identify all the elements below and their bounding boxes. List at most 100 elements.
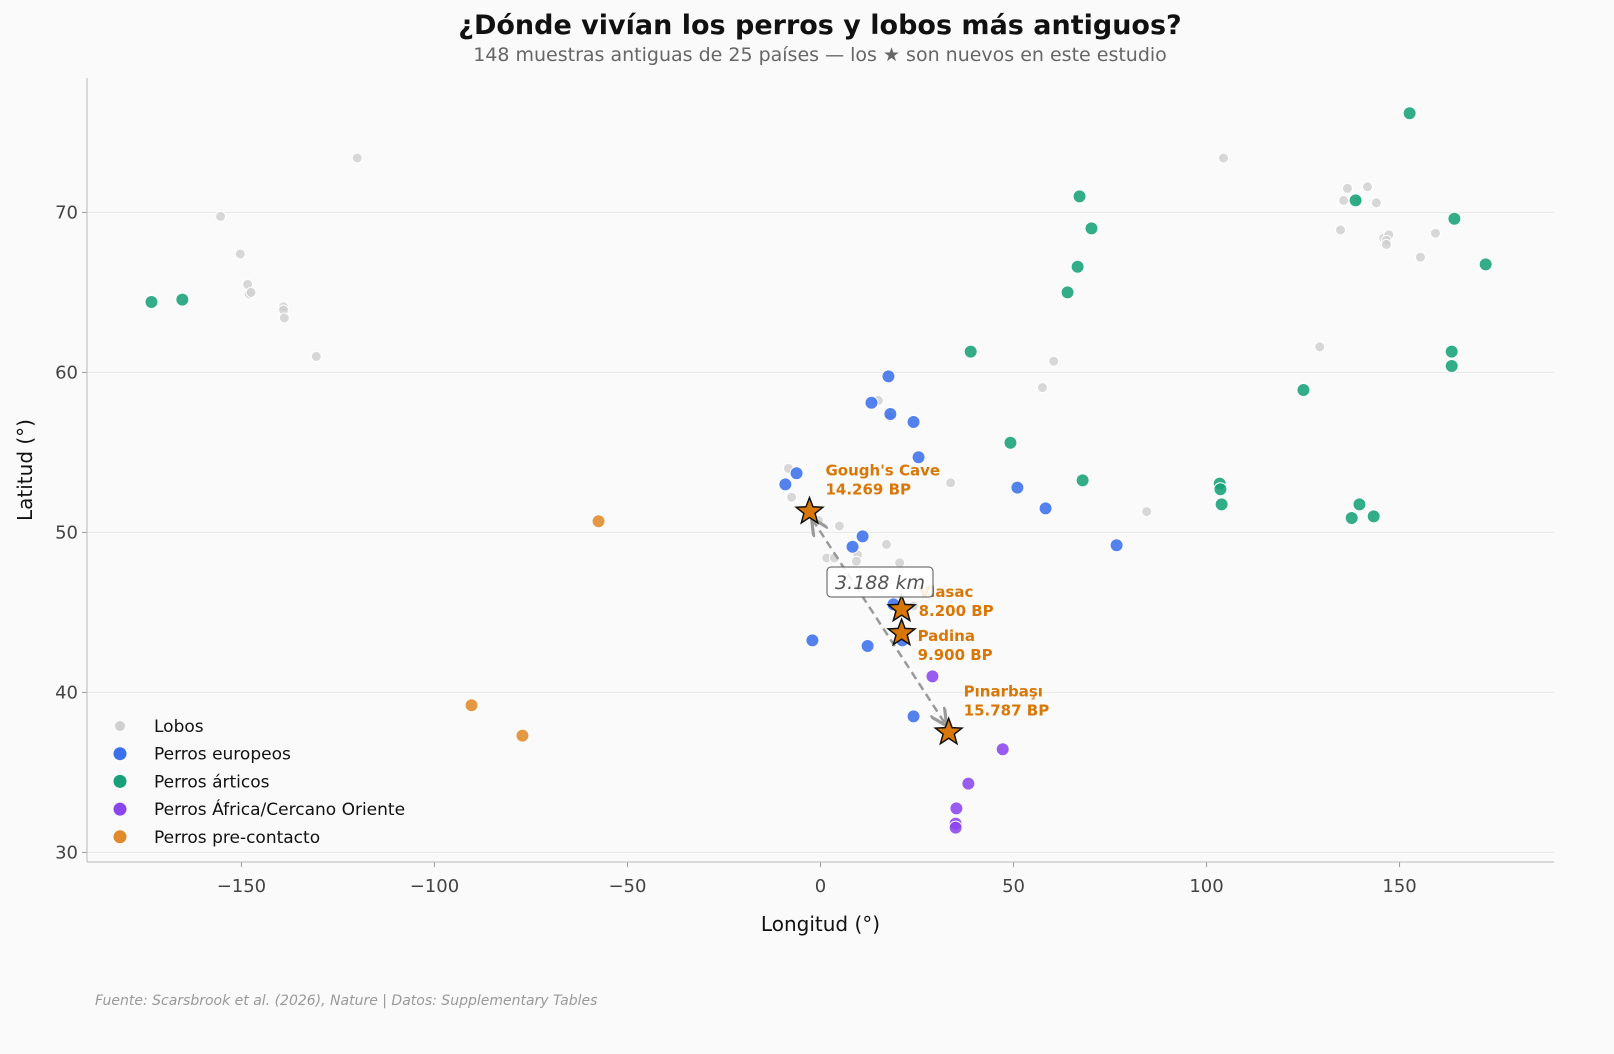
new-sample-star <box>933 716 965 746</box>
data-point-perros-rticos <box>1366 509 1381 524</box>
data-point-lobos <box>1338 194 1350 206</box>
data-point-lobos <box>278 312 290 324</box>
data-point-perros-rticos <box>1402 106 1417 121</box>
data-point-perros-europeos <box>855 529 870 544</box>
data-point-perros-frica-cercano-oriente <box>925 669 940 684</box>
data-point-perros-rticos <box>1214 497 1229 512</box>
annotation-site: Gough's Cave <box>825 462 940 480</box>
y-tick-label: 50 <box>55 522 78 543</box>
data-point-lobos <box>245 286 257 298</box>
y-tick-label: 70 <box>55 202 78 223</box>
data-point-perros-rticos <box>1444 344 1459 359</box>
data-point-lobos <box>850 555 862 567</box>
legend-marker <box>113 747 127 761</box>
data-point-perros-frica-cercano-oriente <box>948 820 963 835</box>
data-point-perros-europeos <box>906 415 921 429</box>
chart-subtitle: 148 muestras antiguas de 25 países — los… <box>473 44 1167 66</box>
data-point-lobos <box>1429 227 1441 239</box>
x-tick-label: −100 <box>410 876 459 897</box>
new-sample-star <box>794 495 825 525</box>
annotation-age: 9.900 BP <box>918 646 993 664</box>
x-tick-label: 150 <box>1382 876 1416 897</box>
data-point-perros-europeos <box>881 369 896 384</box>
data-point-perros-frica-cercano-oriente <box>949 801 964 816</box>
data-point-perros-europeos <box>906 709 921 724</box>
y-tick-label: 60 <box>55 362 78 383</box>
legend-marker <box>113 830 127 844</box>
x-tick-label: −50 <box>608 876 646 897</box>
data-point-perros-rticos <box>1070 259 1085 274</box>
distance-label: 3.188 km <box>835 572 925 594</box>
data-point-lobos <box>833 520 845 532</box>
data-point-lobos <box>1141 506 1153 518</box>
data-point-lobos <box>215 210 227 222</box>
data-point-perros-rticos <box>1352 497 1367 512</box>
data-point-perros-pre-contacto <box>464 698 479 713</box>
x-axis-label: Longitud (°) <box>761 912 880 936</box>
data-point-perros-rticos <box>1213 482 1228 497</box>
data-point-perros-europeos <box>883 407 898 421</box>
data-point-lobos <box>945 477 957 489</box>
y-tick-label: 40 <box>55 682 78 703</box>
data-point-lobos <box>1036 382 1048 394</box>
x-tick-label: 100 <box>1189 876 1223 897</box>
data-point-perros-europeos <box>860 639 875 653</box>
data-point-perros-europeos <box>1038 501 1053 516</box>
data-point-perros-rticos <box>1478 257 1493 272</box>
annotation-age: 14.269 BP <box>825 481 911 499</box>
data-point-perros-europeos <box>778 477 793 492</box>
legend-label: Perros europeos <box>154 745 291 765</box>
data-point-lobos <box>1048 355 1060 367</box>
data-point-lobos <box>1341 182 1353 194</box>
data-point-perros-europeos <box>789 466 804 481</box>
data-point-perros-rticos <box>1060 285 1075 300</box>
data-point-perros-rticos <box>1344 511 1359 525</box>
data-point-lobos <box>894 557 906 569</box>
data-point-perros-europeos <box>911 450 926 465</box>
legend-label: Perros África/Cercano Oriente <box>154 798 405 820</box>
annotation-site: Pınarbaşı <box>964 682 1043 700</box>
data-point-perros-frica-cercano-oriente <box>995 742 1010 757</box>
source-footer: Fuente: Scarsbrook et al. (2026), Nature… <box>95 993 598 1009</box>
data-point-perros-europeos <box>1109 538 1124 553</box>
data-point-lobos <box>786 491 798 503</box>
legend-marker <box>113 774 127 788</box>
data-point-perros-frica-cercano-oriente <box>961 776 976 791</box>
data-point-perros-rticos <box>175 292 190 307</box>
data-point-lobos <box>1314 341 1326 353</box>
data-point-lobos <box>1335 224 1347 236</box>
legend-marker <box>113 802 127 816</box>
data-point-lobos <box>1380 238 1392 250</box>
data-point-perros-rticos <box>1447 211 1462 226</box>
data-point-lobos <box>1218 152 1230 164</box>
data-point-perros-europeos <box>1010 480 1025 495</box>
data-point-perros-europeos <box>864 395 879 410</box>
legend-label: Lobos <box>154 717 204 737</box>
distance-label-box <box>826 566 934 598</box>
y-axis-label: Latitud (°) <box>13 419 37 521</box>
annotation-site: Padina <box>918 627 975 645</box>
annotation-age: 8.200 BP <box>919 602 994 620</box>
data-point-lobos <box>234 248 246 260</box>
data-point-perros-europeos <box>805 633 820 648</box>
data-point-perros-rticos <box>1444 359 1459 373</box>
chart-title: ¿Dónde vivían los perros y lobos más ant… <box>458 10 1182 41</box>
data-point-perros-rticos <box>1075 473 1090 488</box>
data-point-perros-rticos <box>1003 435 1018 450</box>
distance-line <box>812 520 945 725</box>
legend-label: Perros pre-contacto <box>154 828 320 848</box>
data-point-perros-rticos <box>1348 193 1363 208</box>
new-sample-star <box>886 617 917 647</box>
data-point-perros-europeos <box>845 539 860 554</box>
y-tick-label: 30 <box>55 842 78 863</box>
new-sample-star <box>886 593 917 623</box>
legend-label: Perros árticos <box>154 772 270 792</box>
x-tick-label: 50 <box>1002 876 1025 897</box>
legend-marker <box>115 721 125 731</box>
data-point-perros-rticos <box>1084 221 1099 236</box>
data-point-perros-pre-contacto <box>515 728 530 743</box>
data-point-perros-pre-contacto <box>591 514 606 529</box>
annotation-age: 15.787 BP <box>964 701 1050 719</box>
data-point-perros-rticos <box>963 344 978 359</box>
